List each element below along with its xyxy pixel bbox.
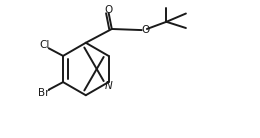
Text: O: O (141, 25, 149, 35)
Text: Br: Br (38, 88, 49, 98)
Text: Cl: Cl (39, 40, 49, 50)
Text: N: N (105, 81, 112, 91)
Text: O: O (105, 5, 113, 15)
